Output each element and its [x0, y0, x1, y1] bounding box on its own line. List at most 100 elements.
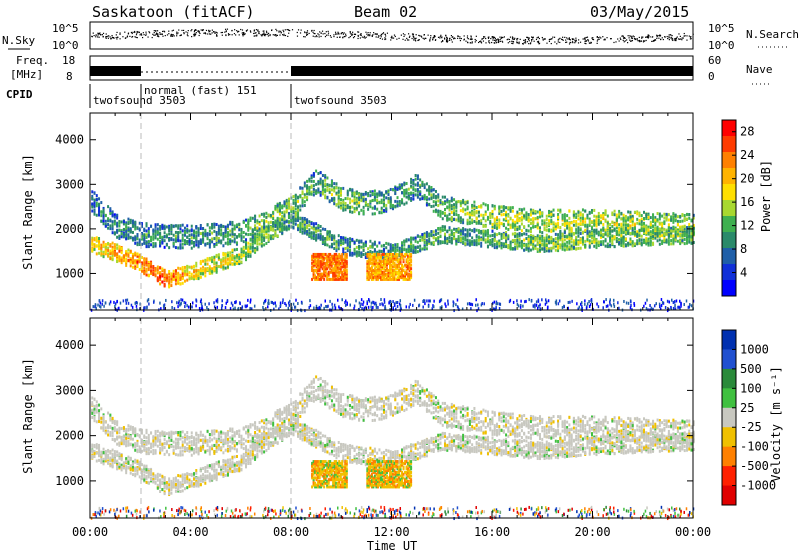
power-cell: [529, 235, 532, 239]
nsky-point: [225, 34, 227, 36]
power-cell: [613, 235, 616, 239]
power-cell: [159, 225, 162, 229]
power-cell: [529, 242, 532, 246]
nsky-point: [312, 31, 314, 33]
power-cell: [568, 226, 571, 230]
nsky-point: [452, 36, 454, 38]
nsky-point: [596, 36, 598, 38]
nsky-point: [494, 37, 496, 39]
nsky-point: [647, 34, 649, 36]
power-cell: [281, 204, 284, 208]
power-cell: [134, 221, 137, 225]
power-cell: [500, 237, 503, 241]
power-cell: [342, 241, 345, 245]
nsky-point: [585, 40, 587, 42]
power-cell: [120, 231, 123, 235]
power-cell: [416, 174, 419, 178]
power-cell: [98, 242, 101, 246]
power-cell: [380, 198, 383, 202]
nsky-point: [632, 35, 634, 37]
power-cell: [220, 241, 223, 245]
power-cell: [233, 224, 236, 228]
power-cell: [401, 201, 404, 205]
power-cell: [172, 274, 175, 278]
nsky-point: [209, 33, 211, 35]
power-cell: [351, 237, 354, 241]
power-cell: [174, 278, 177, 282]
power-cell: [165, 279, 168, 283]
power-cell: [136, 260, 139, 264]
power-cell: [457, 230, 460, 234]
nsky-point: [661, 37, 663, 39]
power-cell: [256, 242, 259, 246]
nsky-point: [531, 36, 533, 38]
nsky-point: [254, 32, 256, 34]
power-cell: [152, 232, 155, 236]
power-cell: [396, 243, 399, 247]
nsky-point: [171, 30, 173, 32]
power-cell: [159, 275, 162, 279]
power-cell: [299, 204, 302, 208]
power-cell: [222, 257, 225, 261]
nsky-point: [231, 34, 233, 36]
nsky-point: [627, 42, 629, 44]
power-cell: [104, 224, 107, 228]
power-cell: [240, 255, 243, 259]
power-cell: [319, 171, 322, 175]
power-cell: [131, 238, 134, 242]
power-cell: [360, 254, 363, 258]
nsky-point: [673, 38, 675, 40]
power-cell: [285, 205, 288, 209]
power-cell: [414, 236, 417, 240]
power-cell: [100, 210, 103, 214]
power-cell: [215, 233, 218, 237]
nsky-point: [512, 41, 514, 43]
power-cell: [353, 241, 356, 245]
power-cell: [414, 193, 417, 197]
power-cell: [561, 240, 564, 244]
nsky-point: [358, 31, 360, 33]
power-cell: [412, 236, 415, 240]
nsky-point: [197, 30, 199, 33]
power-cell: [453, 203, 456, 207]
power-cell: [534, 236, 537, 240]
power-cell: [301, 198, 304, 202]
nsky-point: [204, 32, 206, 34]
power-cell: [93, 210, 96, 214]
power-cell: [405, 239, 408, 243]
power-cell: [321, 173, 324, 177]
nsky-point: [157, 33, 159, 35]
power-cell: [222, 259, 225, 263]
power-cell: [563, 213, 566, 217]
power-cell: [527, 229, 530, 233]
nsky-point: [641, 36, 643, 38]
power-cell: [344, 247, 347, 251]
power-cell: [516, 234, 519, 238]
power-cell: [620, 240, 623, 244]
power-cell: [170, 226, 173, 230]
power-cell: [538, 243, 541, 247]
power-cell: [491, 209, 494, 213]
power-cell: [179, 227, 182, 231]
power-cell: [529, 213, 532, 217]
power-cell: [111, 220, 114, 224]
power-cell: [109, 212, 112, 216]
power-cell: [407, 195, 410, 199]
power-cell: [419, 183, 422, 187]
power-cell: [156, 237, 159, 241]
nsky-point: [657, 35, 659, 37]
power-cell: [552, 238, 555, 242]
power-cell: [464, 233, 467, 237]
power-cell: [412, 180, 415, 184]
power-cell: [473, 204, 476, 208]
power-cell: [260, 212, 263, 216]
power-cell: [432, 200, 435, 204]
power-cell: [159, 239, 162, 243]
nsky-point: [575, 41, 577, 43]
power-cell: [222, 224, 225, 228]
nsky-point: [692, 33, 694, 35]
power-cell: [387, 189, 390, 193]
power-cell: [351, 210, 354, 214]
power-cell: [475, 228, 478, 232]
